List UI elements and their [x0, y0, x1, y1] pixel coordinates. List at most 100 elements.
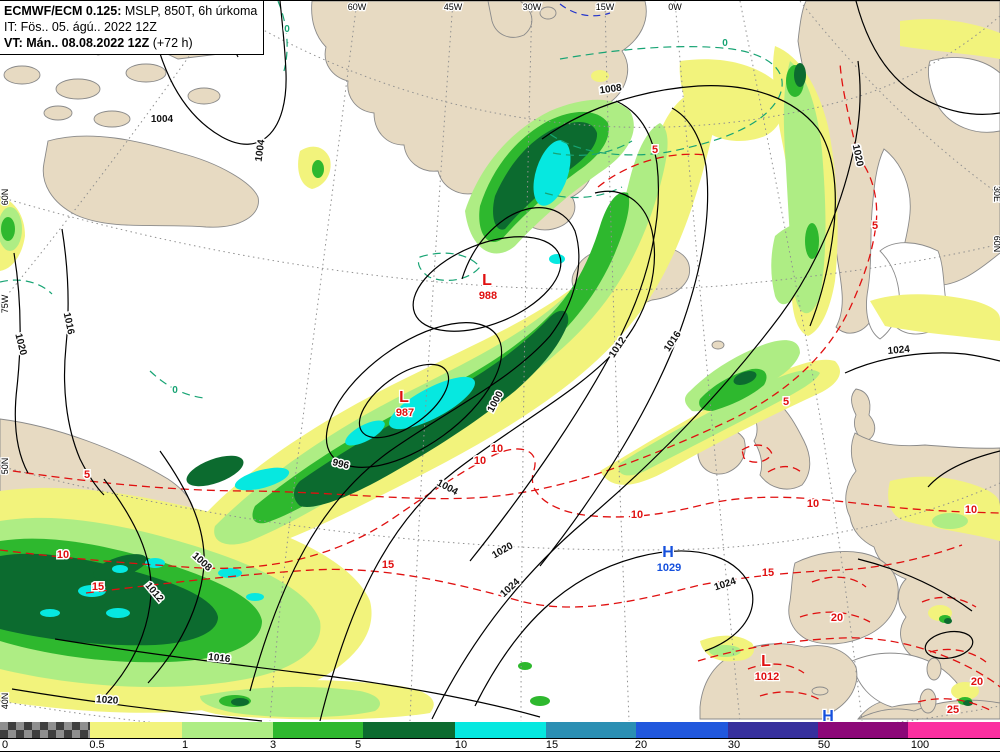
map-shape [358, 363, 450, 439]
map-shape [252, 192, 630, 524]
temp-label-cold: 0 [284, 24, 290, 35]
pressure-center-value: 988 [479, 290, 497, 302]
coordinate-label-left: 40N [0, 693, 10, 710]
colorbar-segment [273, 722, 363, 738]
map-shape [249, 207, 580, 692]
colorbar-segment [363, 722, 455, 738]
colorbar-segment [636, 722, 728, 738]
pressure-center-value: 987 [396, 407, 414, 419]
map-shape [312, 160, 324, 178]
map-shape [0, 196, 1000, 291]
map-shape [40, 609, 60, 617]
map-shape [345, 420, 385, 446]
map-shape [530, 696, 550, 706]
colorbar-tick-label: 20 [634, 739, 648, 751]
arctic-island [3, 65, 41, 85]
map-shape [0, 553, 218, 646]
colorbar-tick-label: 50 [817, 739, 831, 751]
colorbar-segment [455, 722, 546, 738]
temp-label-warm: 15 [382, 559, 394, 571]
map-shape [917, 698, 993, 712]
temp-label-cold: 0 [722, 38, 728, 49]
temp-label-warm: 25 [947, 704, 959, 716]
isobar-label: 1016 [61, 311, 76, 335]
white-sea [927, 56, 1000, 133]
colorbar-segment [546, 722, 636, 738]
map-shape [54, 638, 541, 718]
colorbar-tick-label: 0 [2, 739, 9, 751]
baffin-island [42, 135, 259, 228]
isobar-label: 1020 [490, 540, 515, 561]
map-shape [870, 294, 1000, 341]
arctic-island [43, 105, 73, 121]
map-shape [469, 100, 660, 562]
colorbar-segment [908, 722, 1000, 738]
corsica [926, 657, 942, 681]
map-shape [733, 371, 757, 385]
map-shape [246, 593, 264, 601]
map-shape [591, 70, 609, 82]
temp-label-warm: 10 [631, 509, 643, 521]
balearic [811, 686, 829, 696]
temp-label-warm: 15 [762, 567, 774, 579]
temp-contour-blue [559, 3, 611, 17]
header-valid-line: VT: Mán.. 08.08.2022 12Z (+72 h) [4, 35, 257, 51]
map-shape [520, 1, 533, 722]
colorbar-segment [182, 722, 273, 738]
model-fields: MSLP, 850T, 6h úrkoma [121, 4, 258, 18]
colorbar-tick-label: 100 [910, 739, 930, 751]
chart-header: ECMWF/ECM 0.125: MSLP, 850T, 6h úrkoma I… [0, 1, 265, 55]
map-shape [932, 513, 968, 529]
colorbar-tick-label: 0.5 [89, 739, 105, 751]
isobar-label: 1016 [208, 652, 232, 665]
map-shape [747, 663, 805, 674]
map-shape [552, 140, 633, 156]
colorbar-tick-label: 3 [269, 739, 277, 751]
map-shape [533, 140, 571, 206]
map-shape [597, 153, 707, 188]
isobar-label: 1008 [599, 82, 623, 96]
map-shape [325, 322, 503, 468]
temp-label-warm: 5 [652, 144, 658, 156]
pressure-center-letter: H [662, 544, 674, 561]
coordinate-label-right: 30E [992, 186, 1000, 202]
precip-colorbar [0, 722, 1000, 739]
faroe-islands [711, 340, 725, 350]
map-shape [794, 63, 806, 87]
colorbar-tick-label: 1 [181, 739, 189, 751]
map-shape [963, 700, 973, 706]
arctic-island [93, 110, 131, 128]
map-shape [0, 448, 1000, 569]
map-shape [855, 1, 1000, 115]
coordinate-label-top: 30W [523, 2, 542, 12]
temp-label-warm: 15 [92, 581, 104, 593]
isobar-label: 1020 [12, 332, 28, 357]
isobar-label: 1004 [254, 138, 268, 162]
map-shape [771, 223, 813, 305]
map-shape [697, 637, 1000, 688]
colorbar-tick-label: 5 [354, 739, 362, 751]
map-shape [431, 60, 861, 720]
temp-label-warm: 10 [474, 455, 486, 467]
map-shape [0, 62, 878, 500]
map-shape [767, 465, 804, 475]
map-shape [888, 476, 1000, 541]
coordinate-label-left: 60N [0, 189, 10, 206]
arctic-island [187, 87, 221, 105]
coordinate-label-top: 0W [668, 2, 682, 12]
map-shape [11, 688, 263, 722]
temp-label-warm: 20 [971, 676, 983, 688]
temp-label-warm: 10 [965, 504, 977, 516]
map-shape [544, 186, 623, 199]
map-shape [805, 223, 819, 259]
temp-label-warm: 10 [807, 498, 819, 510]
map-shape [618, 369, 820, 476]
isobars [11, 1, 1000, 722]
map-shape [147, 450, 205, 684]
map-shape [900, 19, 1000, 59]
coordinate-label-top: 15W [596, 2, 615, 12]
coordinate-label-right: 60N [992, 236, 1000, 253]
map-shape [234, 467, 290, 491]
map-shape [545, 46, 783, 156]
